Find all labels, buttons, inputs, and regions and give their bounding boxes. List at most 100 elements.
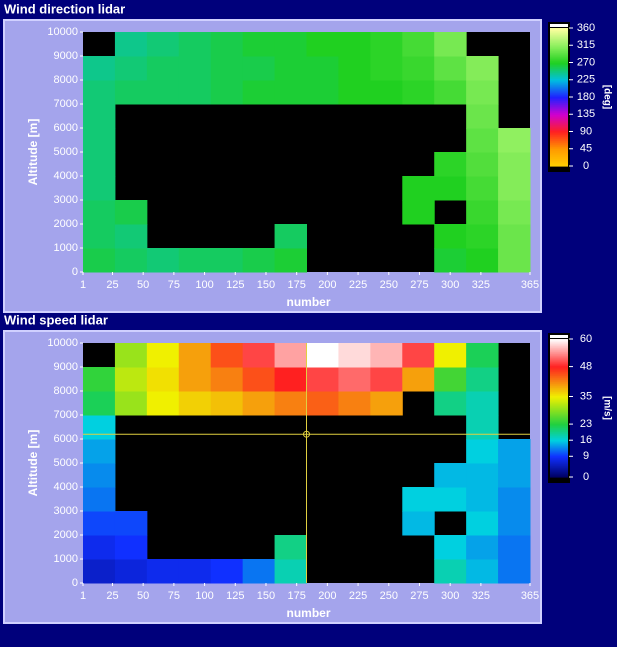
heat-cell (338, 391, 371, 416)
heat-cell (434, 80, 467, 105)
heat-cell (114, 559, 148, 584)
colorbar-step (550, 427, 568, 430)
heat-cell (402, 487, 435, 512)
heat-cell (146, 559, 180, 584)
colorbar-step (550, 30, 568, 33)
colorbar-step (550, 453, 568, 456)
heat-cell (242, 248, 276, 273)
colorbar-step (550, 138, 568, 141)
heat-cell (146, 248, 180, 273)
x-tick-label: 175 (287, 590, 305, 602)
heat-cell (434, 367, 467, 392)
y-tick-label: 9000 (54, 50, 78, 62)
y-tick-label: 10000 (47, 337, 78, 349)
heat-cell (466, 559, 499, 584)
colorbar-step (550, 385, 568, 388)
heat-cell (178, 80, 212, 105)
heat-cell (274, 367, 307, 392)
colorbar-step (550, 86, 568, 89)
heat-cell (83, 224, 116, 249)
colorbar-step (550, 351, 568, 354)
colorbar-step (550, 96, 568, 99)
heat-cell (466, 343, 499, 368)
x-tick-label: 75 (168, 590, 180, 602)
y-axis-label: Altitude [m] (26, 430, 40, 497)
x-axis-label: number (286, 606, 330, 620)
colorbar-top (550, 24, 568, 27)
heat-cell (83, 415, 116, 440)
heat-cell (114, 367, 148, 392)
colorbar-step (550, 347, 568, 350)
heat-cell (242, 56, 276, 81)
colorbar-step (550, 120, 568, 123)
colorbar-step (550, 353, 568, 356)
colorbar-step (550, 421, 568, 424)
heat-cell (306, 56, 339, 81)
heat-cell (274, 343, 307, 368)
colorbar-step (550, 146, 568, 149)
colorbar-step (550, 339, 568, 342)
heat-cell (242, 32, 276, 57)
heat-cell (402, 367, 435, 392)
colorbar-step (550, 102, 568, 105)
colorbar-step (550, 122, 568, 125)
colorbar-step (550, 429, 568, 432)
heat-cell (114, 200, 148, 225)
heat-cell (210, 343, 244, 368)
x-tick-label: 50 (137, 279, 149, 291)
colorbar-step (550, 475, 568, 478)
chart-title: Wind direction lidar (4, 1, 125, 16)
x-tick-label: 1 (80, 279, 86, 291)
colorbar-step (550, 100, 568, 103)
colorbar-step (550, 36, 568, 39)
colorbar-step (550, 341, 568, 344)
y-tick-label: 10000 (47, 26, 78, 38)
y-tick-label: 3000 (54, 194, 78, 206)
heat-cell (466, 80, 499, 105)
heat-cell (370, 343, 403, 368)
heat-cell (498, 511, 531, 536)
colorbar-step (550, 134, 568, 137)
heat-cell (370, 367, 403, 392)
colorbar-step (550, 110, 568, 113)
heat-cell (114, 80, 148, 105)
x-tick-label: 300 (441, 590, 459, 602)
colorbar-step (550, 64, 568, 67)
y-tick-label: 9000 (54, 361, 78, 373)
colorbar-step (550, 409, 568, 412)
heat-cell (498, 535, 531, 560)
colorbar-step (550, 130, 568, 133)
colorbar-tick-label: 0 (583, 471, 589, 483)
x-tick-label: 50 (137, 590, 149, 602)
colorbar-tick-label: 60 (580, 333, 592, 345)
x-tick-label: 275 (410, 279, 428, 291)
heat-cell (274, 391, 307, 416)
y-tick-label: 2000 (54, 529, 78, 541)
colorbar-step (550, 94, 568, 97)
y-axis-label: Altitude [m] (26, 119, 40, 186)
colorbar-unit: [deg] (601, 85, 612, 109)
heat-cell (83, 200, 116, 225)
heat-cell (210, 391, 244, 416)
colorbar-tick-label: 270 (577, 56, 595, 68)
heat-cell (178, 32, 212, 57)
colorbar-step (550, 46, 568, 49)
colorbar-step (550, 132, 568, 135)
heat-cell (274, 32, 307, 57)
colorbar-tick-label: 48 (580, 361, 592, 373)
colorbar-tick-label: 45 (580, 143, 592, 155)
heat-cell (83, 56, 116, 81)
colorbar-step (550, 144, 568, 147)
colorbar-step (550, 445, 568, 448)
x-tick-label: 325 (472, 279, 490, 291)
x-tick-label: 225 (349, 590, 367, 602)
colorbar-step (550, 160, 568, 163)
heat-cell (274, 559, 307, 584)
heat-cell (210, 559, 244, 584)
x-tick-label: 250 (380, 279, 398, 291)
colorbar-step (550, 54, 568, 57)
y-tick-label: 0 (72, 577, 78, 589)
heat-cell (146, 343, 180, 368)
x-tick-label: 25 (106, 279, 118, 291)
heat-cell (146, 56, 180, 81)
